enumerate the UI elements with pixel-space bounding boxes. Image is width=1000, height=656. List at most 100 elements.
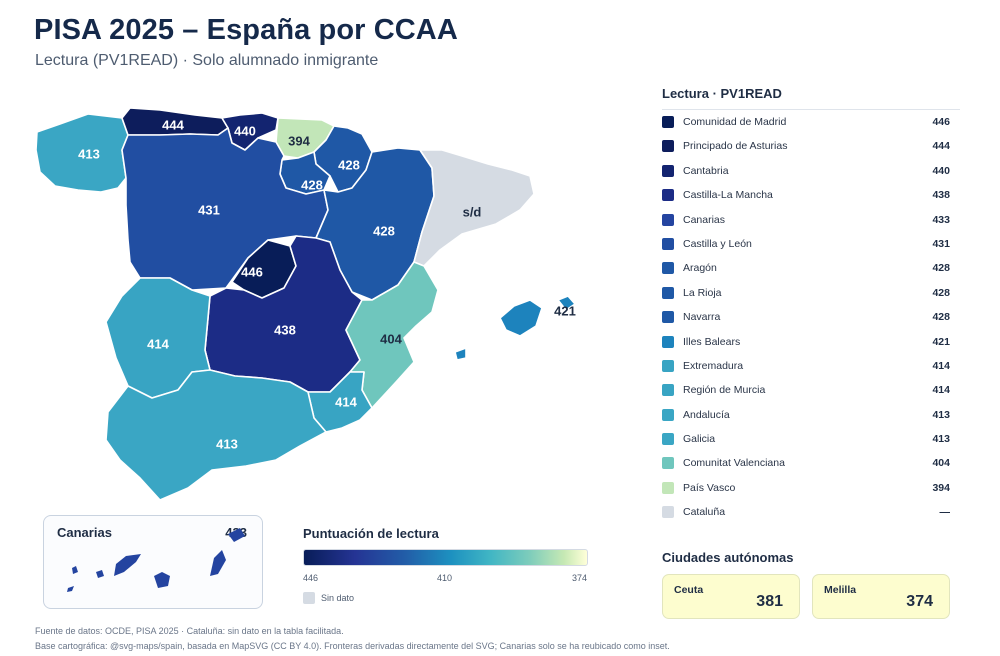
legend-item-name: Principado de Asturias [683,140,788,153]
legend-item: Cantabria 440 [662,159,960,183]
legend-item-name: Cataluña [683,506,726,519]
page-title: PISA 2025 – España por CCAA [34,14,458,46]
region-value-labels: 413 444 440 394 428 428 431 428 s/d 446 … [78,117,576,451]
label-castilla-la-mancha: 438 [274,322,296,337]
legend-swatch [662,164,674,177]
label-extremadura: 414 [147,336,169,351]
city-value: 381 [756,593,783,610]
legend-swatch [662,408,674,421]
label-illes-balears: 421 [554,303,576,318]
legend-item: Principado de Asturias 444 [662,134,960,158]
legend-item: Castilla-La Mancha 438 [662,183,960,207]
legend-item: Extremadura 414 [662,354,960,378]
scale-tick-max: 446 [303,573,319,583]
legend-item-name: Illes Balears [683,335,741,348]
legend-item: Galicia 413 [662,427,960,451]
footnote-basemap: Base cartográfica: @svg-maps/spain, basa… [35,641,670,651]
legend-swatch [662,311,674,324]
label-andalucia: 413 [216,436,238,451]
no-data-label: Sin dato [321,593,355,603]
legend-list: Comunidad de Madrid 446 Principado de Astu… [662,110,960,525]
region-cataluna[interactable] [413,149,535,267]
legend-swatch [662,116,674,128]
label-castilla-y-leon: 431 [198,202,220,217]
legend-swatch [662,237,674,250]
legend-item-value: 414 [932,384,950,397]
no-data-swatch [303,592,315,604]
legend-item-name: Región de Murcia [683,384,766,397]
legend-item-value: — [939,506,951,519]
legend-item: Región de Murcia 414 [662,378,960,402]
legend-item-name: Castilla-La Mancha [683,189,773,202]
legend-item-value: 413 [932,433,950,446]
region-andalucia[interactable] [105,369,327,501]
legend-item-value: 431 [932,237,950,250]
legend-item-name: Castilla y León [683,237,752,250]
label-la-rioja: 428 [301,177,323,192]
canarias-islands[interactable] [44,516,264,610]
legend-item-name: Andalucía [683,408,730,421]
legend-item-name: Comunidad de Madrid [683,116,787,128]
legend-swatch [662,433,674,446]
legend-swatch [662,481,674,494]
legend-item: País Vasco 394 [662,476,960,500]
legend-swatch [662,213,674,226]
label-region-de-murcia: 414 [335,394,357,409]
legend-item-value: 404 [932,457,950,470]
label-aragon: 428 [373,223,395,238]
legend-swatch [662,262,674,275]
region-illes-balears[interactable] [454,295,576,361]
city-card-melilla: Melilla 374 [812,574,950,619]
legend-item-value: 433 [932,213,950,226]
legend-swatch [662,506,674,519]
legend-item: Castilla y León 431 [662,232,960,256]
city-card-ceuta: Ceuta 381 [662,574,800,619]
legend-item: Canarias 433 [662,208,960,232]
legend-swatch [662,359,674,372]
label-cataluna: s/d [463,204,482,219]
region-comunitat-valenciana[interactable] [345,261,439,409]
legend-item-value: 394 [932,481,950,494]
scale-tick-min: 374 [572,573,588,583]
page-subtitle: Lectura (PV1READ) · Solo alumnado inmigr… [35,52,379,69]
legend-item-value: 421 [932,335,950,348]
canarias-inset: Canarias 433 [43,515,263,609]
legend-swatch [662,140,674,153]
legend-item-value: 428 [932,262,950,275]
legend-swatch [662,457,674,470]
legend-item: Navarra 428 [662,305,960,329]
legend-item-name: La Rioja [683,286,722,299]
scale-title: Puntuación de lectura [303,526,439,541]
legend-item-name: Galicia [683,433,716,446]
label-madrid: 446 [241,264,263,279]
legend-panel: Lectura · PV1READ Comunidad de Madrid 446… [662,86,960,525]
legend-item-value: 438 [932,189,950,202]
inset-title: Canarias [57,525,112,540]
legend-item: La Rioja 428 [662,281,960,305]
legend-item-value: 428 [932,311,950,324]
legend-heading: Lectura · PV1READ [662,86,960,110]
label-galicia: 413 [78,146,100,161]
color-scale-bar [303,549,588,566]
legend-item: Aragón 428 [662,256,960,280]
legend-item: Comunitat Valenciana 404 [662,451,960,475]
legend-item: Andalucía 413 [662,403,960,427]
legend-item-value: 444 [932,140,950,153]
cities-title: Ciudades autónomas [662,550,794,565]
legend-swatch [662,335,674,348]
legend-item-name: Cantabria [683,164,729,177]
legend-item-value: 428 [932,286,950,299]
legend-item-name: País Vasco [683,481,736,494]
label-asturias: 444 [162,117,184,132]
legend-item-name: Canarias [683,213,726,226]
legend-item: Cataluña — [662,500,960,524]
label-navarra: 428 [338,157,360,172]
city-name: Melilla [824,584,857,596]
legend-item: Illes Balears 421 [662,330,960,354]
legend-item-name: Extremadura [683,359,744,372]
legend-item-value: 440 [932,164,950,177]
legend-item-value: 413 [932,408,950,421]
legend-item: Comunidad de Madrid 446 [662,110,960,134]
region-galicia[interactable] [35,113,129,193]
